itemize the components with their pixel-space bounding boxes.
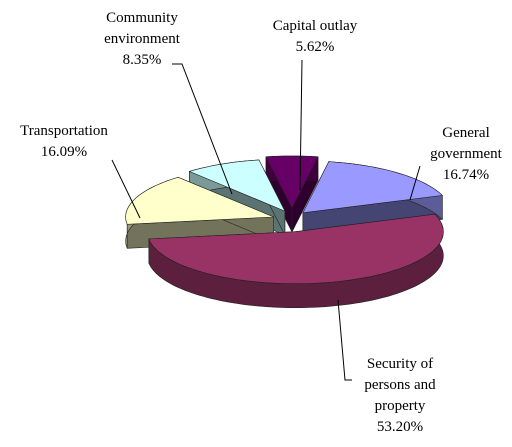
slice-top — [125, 176, 274, 225]
leader-line — [337, 299, 352, 381]
slice-label: General government — [430, 125, 502, 162]
slice-value-label: 5.62% — [296, 39, 335, 55]
slice-top — [265, 155, 319, 209]
slice-label: Capital outlay — [273, 18, 358, 34]
slice — [265, 155, 319, 233]
slice-top — [188, 159, 286, 212]
slice-value-label: 8.35% — [123, 52, 162, 68]
slice-value-label: 16.74% — [443, 167, 489, 183]
slice — [148, 213, 444, 308]
leader-line — [172, 63, 233, 195]
slice-value-label: 53.20% — [377, 419, 423, 435]
slice-label: Transportation — [20, 123, 108, 139]
slice-value-label: 16.09% — [41, 144, 87, 160]
slice-top — [302, 161, 443, 214]
slice-label: Security of persons and property — [364, 356, 436, 414]
slice-label: Community environment — [104, 10, 181, 47]
slice-top — [148, 213, 444, 284]
leader-line — [299, 59, 303, 191]
leader-line — [111, 159, 141, 219]
leader-line — [409, 165, 421, 201]
